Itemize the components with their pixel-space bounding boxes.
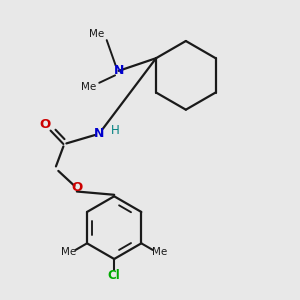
Text: H: H xyxy=(111,124,120,137)
Text: Me: Me xyxy=(152,247,167,257)
Text: O: O xyxy=(40,118,51,131)
Text: O: O xyxy=(71,181,82,194)
Text: Me: Me xyxy=(88,28,104,38)
Text: N: N xyxy=(94,127,104,140)
Text: Cl: Cl xyxy=(108,269,121,282)
Text: Me: Me xyxy=(61,247,76,257)
Text: N: N xyxy=(113,64,124,77)
Text: Me: Me xyxy=(81,82,96,92)
